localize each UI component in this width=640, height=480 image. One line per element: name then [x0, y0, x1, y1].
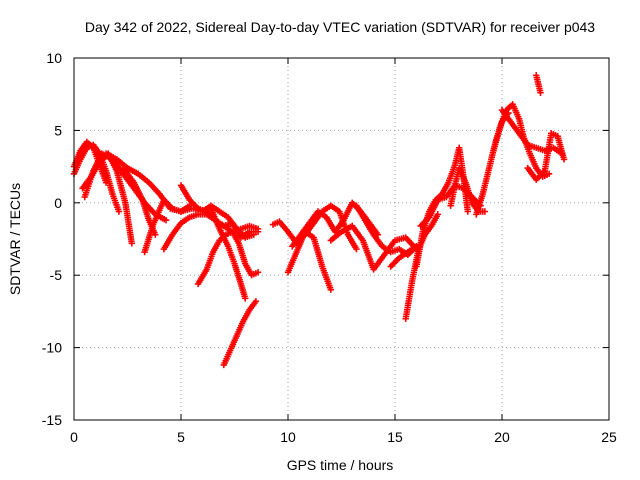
- chart-title: Day 342 of 2022, Sidereal Day-to-day VTE…: [85, 19, 595, 35]
- grid-layer: [74, 58, 609, 420]
- data-layer: [70, 72, 568, 369]
- series-arc-26: [498, 106, 566, 157]
- tick-layer: 0 5 10 15 20 25 -15 -10 -5 0 5 10: [42, 50, 617, 445]
- y-tick-label: -5: [50, 267, 63, 283]
- data-point: [537, 89, 544, 96]
- data-point: [128, 240, 135, 247]
- data-point: [242, 295, 249, 302]
- y-tick-label: -15: [42, 412, 62, 428]
- data-point: [250, 231, 257, 238]
- data-point: [254, 228, 262, 235]
- series-arc-27: [524, 130, 568, 183]
- series-arc-15: [284, 228, 334, 293]
- data-point: [545, 170, 553, 178]
- series-arc-10: [190, 202, 257, 241]
- series-arc-7: [141, 196, 193, 256]
- series-arc-28: [533, 72, 544, 96]
- y-tick-label: 10: [46, 50, 62, 66]
- series-arc-23: [447, 164, 489, 215]
- data-point: [464, 208, 471, 215]
- data-point: [327, 286, 334, 293]
- series-arc-12: [207, 205, 249, 302]
- data-point: [115, 208, 123, 215]
- x-axis-label: GPS time / hours: [287, 457, 394, 473]
- x-tick-label: 5: [177, 429, 185, 445]
- series-arc-24: [473, 109, 512, 218]
- plot-frame: [73, 57, 610, 421]
- x-tick-label: 10: [280, 429, 296, 445]
- series-arc-13: [220, 298, 260, 369]
- data-point: [434, 211, 441, 218]
- data-point: [353, 245, 360, 253]
- series-arc-21: [413, 144, 471, 270]
- data-point: [560, 156, 568, 163]
- data-point: [481, 208, 489, 215]
- y-tick-label: 5: [54, 122, 62, 138]
- y-tick-label: -10: [42, 340, 62, 356]
- y-tick-label: 0: [54, 195, 62, 211]
- data-point: [254, 269, 262, 276]
- data-point: [152, 231, 159, 238]
- data-point: [252, 298, 260, 305]
- y-axis-label: SDTVAR / TECUs: [7, 183, 23, 295]
- series-arc-11: [194, 228, 262, 288]
- x-tick-label: 0: [70, 429, 78, 445]
- data-point: [162, 216, 170, 224]
- x-tick-label: 25: [601, 429, 617, 445]
- x-tick-label: 20: [494, 429, 510, 445]
- x-tick-label: 15: [387, 429, 403, 445]
